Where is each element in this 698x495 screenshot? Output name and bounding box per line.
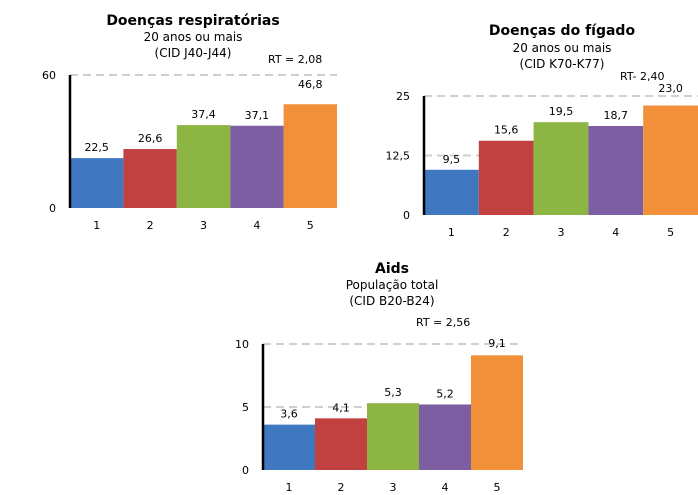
aids-xtick-label-4: 4 xyxy=(442,481,449,494)
resp-bar-1 xyxy=(70,158,124,208)
resp-xtick-label-2: 2 xyxy=(147,219,154,232)
aids-bar-1 xyxy=(263,424,315,470)
figado-chart-cid: (CID K70-K77) xyxy=(520,57,605,71)
aids-bar-5 xyxy=(471,355,523,470)
resp-value-label-2: 26,6 xyxy=(138,132,163,145)
aids-ytick-label-0: 0 xyxy=(242,464,249,477)
aids-bar-4 xyxy=(419,404,471,470)
aids-value-label-5: 9,1 xyxy=(488,337,506,350)
figado-xtick-label-1: 1 xyxy=(448,226,455,239)
aids-ytick-label-1: 5 xyxy=(242,401,249,414)
figado-rt-label: RT- 2,40 xyxy=(620,70,665,83)
resp-bar-2 xyxy=(123,149,177,208)
resp-bar-3 xyxy=(176,125,231,208)
aids-chart-title: Aids xyxy=(375,261,409,277)
aids-bar-2 xyxy=(315,418,367,470)
aids-ytick-label-2: 10 xyxy=(235,338,249,351)
resp-bar-4 xyxy=(230,125,284,208)
resp-value-label-4: 37,1 xyxy=(245,109,270,122)
figado-chart-subtitle: 20 anos ou mais xyxy=(513,41,612,55)
figado-value-label-3: 19,5 xyxy=(549,105,574,118)
aids-value-label-1: 3,6 xyxy=(280,408,298,421)
figado-xtick-label-5: 5 xyxy=(667,226,674,239)
resp-xtick-label-5: 5 xyxy=(307,219,314,232)
aids-xtick-label-5: 5 xyxy=(494,481,501,494)
aids-chart-subtitle: População total xyxy=(346,278,439,292)
figado-ytick-label-1: 12,5 xyxy=(386,150,411,163)
resp-rt-label: RT = 2,08 xyxy=(268,53,322,66)
figado-ytick-label-2: 25 xyxy=(396,90,410,103)
figado-xtick-label-3: 3 xyxy=(558,226,565,239)
resp-ytick-label-1: 60 xyxy=(42,69,56,82)
resp-chart-title: Doenças respiratórias xyxy=(106,13,279,29)
figado-xtick-label-2: 2 xyxy=(503,226,510,239)
figado-bar-3 xyxy=(533,122,589,215)
aids-rt-label: RT = 2,56 xyxy=(416,316,470,329)
figado-value-label-1: 9,5 xyxy=(443,153,461,166)
resp-xtick-label-4: 4 xyxy=(253,219,260,232)
resp-bar-5 xyxy=(283,104,337,208)
figado-value-label-4: 18,7 xyxy=(604,109,629,122)
aids-bar-3 xyxy=(367,403,419,470)
figado-bar-4 xyxy=(588,125,644,215)
figado-bar-5 xyxy=(643,105,698,215)
aids-xtick-label-1: 1 xyxy=(286,481,293,494)
resp-value-label-1: 22,5 xyxy=(84,141,109,154)
figado-xtick-label-4: 4 xyxy=(612,226,619,239)
aids-value-label-4: 5,2 xyxy=(436,387,454,400)
aids-value-label-2: 4,1 xyxy=(332,401,350,414)
aids-chart-cid: (CID B20-B24) xyxy=(349,294,434,308)
resp-chart-subtitle: 20 anos ou mais xyxy=(144,30,243,44)
resp-ytick-label-0: 0 xyxy=(49,202,56,215)
figado-value-label-2: 15,6 xyxy=(494,124,519,137)
figado-bar-2 xyxy=(478,140,534,215)
resp-xtick-label-1: 1 xyxy=(93,219,100,232)
figado-chart-title: Doenças do fígado xyxy=(489,23,636,39)
aids-xtick-label-3: 3 xyxy=(390,481,397,494)
aids-xtick-label-2: 2 xyxy=(338,481,345,494)
figado-ytick-label-0: 0 xyxy=(403,209,410,222)
resp-xtick-label-3: 3 xyxy=(200,219,207,232)
resp-value-label-3: 37,4 xyxy=(191,108,216,121)
aids-value-label-3: 5,3 xyxy=(384,386,402,399)
resp-chart-cid: (CID J40-J44) xyxy=(155,46,232,60)
resp-value-label-5: 46,8 xyxy=(298,78,323,91)
figado-value-label-5: 23,0 xyxy=(658,82,683,95)
figado-bar-1 xyxy=(424,169,479,215)
